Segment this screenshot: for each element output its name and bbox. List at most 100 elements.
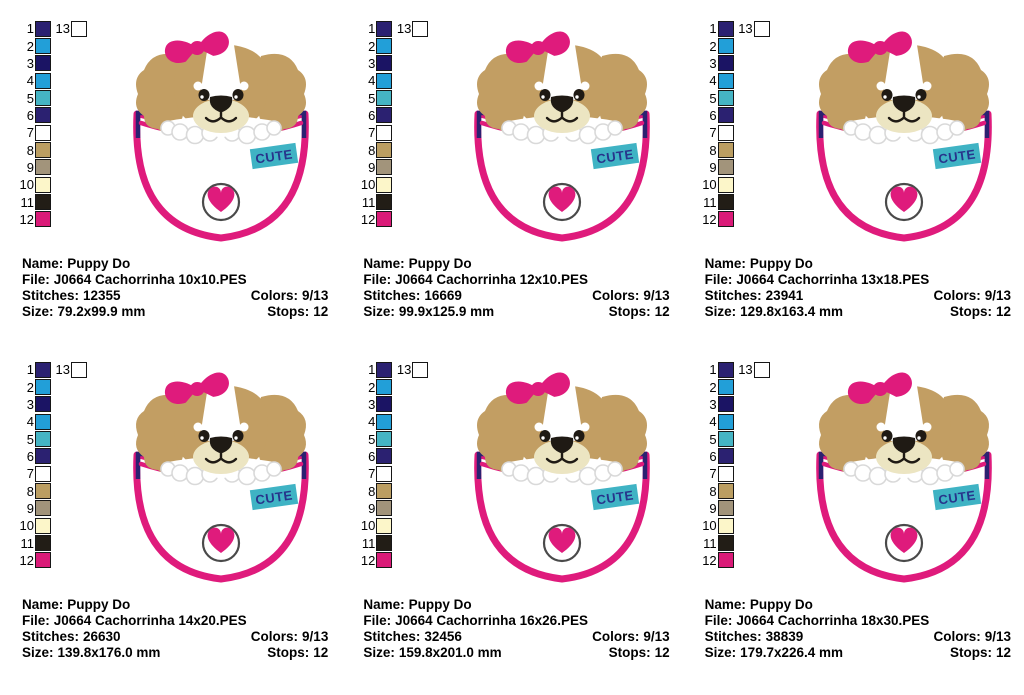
stitches-colors-line: Stitches: 23941 Colors: 9/13 xyxy=(705,288,1011,304)
heart-badge xyxy=(884,523,923,563)
eye-left xyxy=(539,89,551,101)
thread-color-swatch xyxy=(35,211,51,228)
thread-number: 4 xyxy=(709,73,717,89)
mouth xyxy=(887,451,920,464)
pocket-body xyxy=(815,110,992,242)
head-blaze xyxy=(200,384,242,443)
palette-row: 5 xyxy=(359,430,428,448)
stitches-label: Stitches: xyxy=(22,288,80,303)
thread-number: 3 xyxy=(709,396,717,412)
thread-color-swatch xyxy=(717,107,734,124)
thread-number: 1 xyxy=(709,21,717,37)
size-stops-line: Size: 179.7x226.4 mm Stops: 12 xyxy=(705,645,1011,661)
stitch-count-pair: Stitches: 12355 xyxy=(22,288,121,304)
eyebrow-left xyxy=(193,81,203,91)
thread-number: 12 xyxy=(360,552,376,568)
eye-left xyxy=(198,89,210,101)
palette-row: 5 xyxy=(359,89,428,107)
thread-number: 3 xyxy=(709,55,717,71)
embroidery-preview: CUTE xyxy=(451,357,673,589)
design-info: Name: Puppy Do File: J0664 Cachorrinha 13x… xyxy=(705,256,1011,320)
design-name-line: Name: Puppy Do xyxy=(22,597,328,613)
thread-number: 8 xyxy=(368,483,376,499)
cute-tag: CUTE xyxy=(249,142,299,170)
nose xyxy=(551,436,574,454)
palette-row: 9 xyxy=(359,500,428,517)
design-file-line: File: J0664 Cachorrinha 13x18.PES xyxy=(705,272,1011,288)
hair-bow-icon xyxy=(506,31,571,63)
stitches-colors-line: Stitches: 26630 Colors: 9/13 xyxy=(22,629,328,645)
thread-number: 3 xyxy=(368,396,376,412)
thread-number: 9 xyxy=(709,500,717,516)
thread-color-swatch xyxy=(717,124,734,141)
ear-right-icon xyxy=(599,53,648,133)
heart-badge xyxy=(201,182,241,222)
thread-color-swatch xyxy=(717,194,734,211)
thread-number: 2 xyxy=(26,379,34,395)
stops-pair: Stops: 12 xyxy=(609,304,670,320)
heart-icon xyxy=(890,186,918,212)
name-value: Puppy Do xyxy=(749,256,813,271)
stops-label: Stops: xyxy=(267,645,310,660)
palette-row: 3 xyxy=(359,55,428,72)
size-pair: Size: 139.8x176.0 mm xyxy=(22,645,160,661)
pocket-body xyxy=(133,110,309,242)
thread-number: 1 xyxy=(368,21,376,37)
file-value: J0664 Cachorrinha 10x10.PES xyxy=(53,272,247,287)
thread-color-palette: 1 13 2 3 4 5 6 7 8 9 10 11 12 xyxy=(18,361,87,569)
thread-number: 7 xyxy=(26,125,34,141)
design-name-line: Name: Puppy Do xyxy=(705,597,1011,613)
thread-color-swatch xyxy=(376,72,393,89)
stitches-value: 16669 xyxy=(424,288,462,303)
thread-color-swatch xyxy=(376,176,393,193)
design-file-line: File: J0664 Cachorrinha 16x26.PES xyxy=(363,613,669,629)
thread-color-swatch xyxy=(376,90,393,107)
palette-row: 4 xyxy=(359,413,428,430)
eye-right xyxy=(232,89,244,101)
puppy xyxy=(477,372,648,486)
thread-number: 12 xyxy=(702,552,717,568)
heart-icon xyxy=(890,527,918,553)
ear-left-icon xyxy=(477,53,526,133)
eyebrow-left xyxy=(876,81,886,91)
thread-color-swatch xyxy=(717,396,734,413)
colors-count-pair: Colors: 9/13 xyxy=(933,288,1011,304)
thread-number: 8 xyxy=(709,483,717,499)
palette-row: 1 13 xyxy=(359,20,429,37)
stops-pair: Stops: 12 xyxy=(609,645,670,661)
palette-row: 2 xyxy=(359,37,428,55)
design-file-line: File: J0664 Cachorrinha 12x10.PES xyxy=(363,272,669,288)
thread-number: 2 xyxy=(368,379,376,395)
thread-color-swatch xyxy=(376,159,393,176)
eye-left xyxy=(881,430,893,442)
palette-row: 10 xyxy=(18,176,87,193)
palette-row: 8 xyxy=(701,141,770,159)
palette-row: 9 xyxy=(359,159,428,176)
name-value: Puppy Do xyxy=(67,597,131,612)
colors-label: Colors: xyxy=(250,629,299,644)
cute-tag-text: CUTE xyxy=(596,487,635,507)
cute-tag-text: CUTE xyxy=(255,487,294,507)
stops-value: 12 xyxy=(995,304,1011,319)
thread-color-swatch xyxy=(717,159,734,176)
colors-value: 9/13 xyxy=(302,288,329,303)
stops-pair: Stops: 12 xyxy=(267,645,328,661)
palette-row: 7 xyxy=(18,465,87,482)
thread-color-swatch xyxy=(376,483,393,500)
stitches-value: 38839 xyxy=(765,629,804,644)
cute-tag: CUTE xyxy=(591,483,640,511)
thread-color-swatch xyxy=(376,107,393,124)
stitch-count-pair: Stitches: 38839 xyxy=(705,629,804,645)
thread-number: 8 xyxy=(26,142,34,158)
hair-bow-icon xyxy=(164,31,229,63)
name-value: Puppy Do xyxy=(749,597,813,612)
colors-value: 9/13 xyxy=(643,629,670,644)
stops-label: Stops: xyxy=(608,304,651,319)
eye-right xyxy=(573,430,585,442)
thread-number: 7 xyxy=(26,466,34,482)
thread-number: 12 xyxy=(702,211,717,227)
thread-color-swatch xyxy=(717,535,734,552)
nose xyxy=(209,436,233,454)
stitches-value: 32456 xyxy=(424,629,462,644)
thread-color-swatch xyxy=(717,361,734,378)
